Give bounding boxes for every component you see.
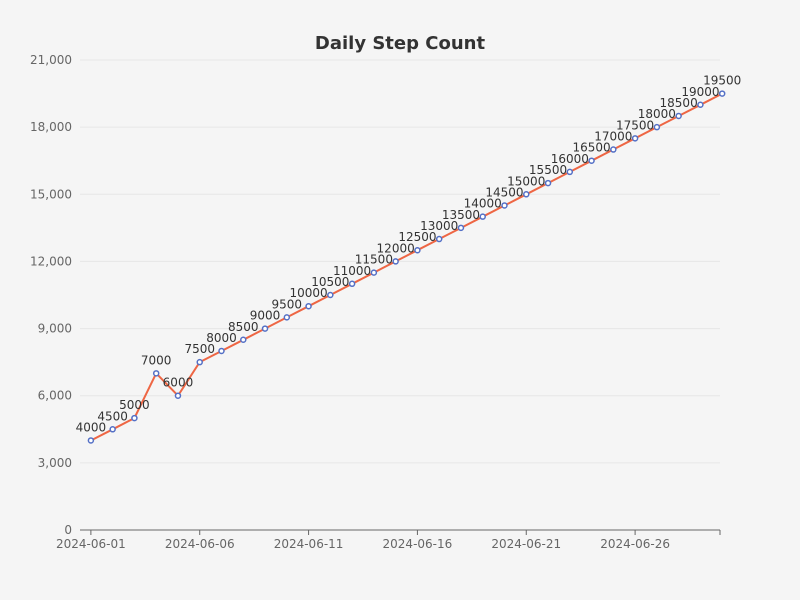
data-label: 19500 [703,74,741,88]
series-line [90,92,723,442]
data-point[interactable] [196,358,203,366]
x-tick-label: 2024-06-21 [491,537,561,551]
data-label: 11000 [333,264,371,278]
data-label: 13000 [420,219,458,233]
data-point[interactable] [566,168,574,176]
data-point[interactable] [697,101,704,109]
y-tick-label: 3,000 [38,456,72,470]
y-tick-label: 6,000 [38,389,72,403]
y-tick-label: 12,000 [30,254,72,268]
data-label: 4000 [76,420,107,434]
data-label: 7500 [184,342,215,356]
data-point[interactable] [653,123,661,131]
data-point[interactable] [370,269,378,276]
data-label: 9500 [272,297,303,311]
x-tick-label: 2024-06-26 [600,537,670,551]
grid-lines [80,59,720,464]
data-point[interactable] [588,157,595,164]
data-point[interactable] [631,135,639,142]
data-point[interactable] [152,370,160,377]
data-point[interactable] [457,224,465,232]
data-label: 4500 [97,409,128,423]
data-label: 14500 [485,185,523,199]
data-label: 15500 [529,163,567,177]
data-label: 8000 [206,331,237,345]
data-label: 17500 [616,118,654,132]
y-axis-ticks: 0 3,000 6,000 9,000 12,000 15,000 18,000 21,000 [30,53,72,537]
data-point[interactable] [501,202,508,209]
data-point[interactable] [392,258,399,265]
x-tick-label: 2024-06-11 [274,537,344,551]
data-point[interactable] [131,414,138,422]
data-point[interactable] [610,146,617,153]
data-label: 11500 [355,253,393,267]
data-label: 17000 [594,130,632,144]
axes [80,529,721,535]
data-label: 12000 [377,241,415,255]
y-tick-label: 18,000 [30,120,72,134]
data-point[interactable] [435,235,443,243]
data-label: 19000 [681,85,719,99]
data-point[interactable] [261,325,269,332]
y-tick-label: 0 [64,523,72,537]
x-tick-label: 2024-06-16 [383,537,453,551]
data-label: 15000 [507,174,545,188]
data-point[interactable] [414,246,421,254]
x-axis-ticks: 2024-06-01 2024-06-06 2024-06-11 2024-06-16… [56,530,670,551]
data-point[interactable] [305,302,312,310]
data-point[interactable] [174,392,182,399]
data-label: 16500 [572,141,610,155]
data-label: 10500 [311,275,349,289]
data-label: 18000 [638,107,676,121]
data-point[interactable] [718,90,726,97]
data-label: 5000 [119,398,150,412]
data-point[interactable] [523,191,530,198]
data-point[interactable] [479,213,486,220]
data-point[interactable] [544,179,552,187]
data-point[interactable] [348,280,356,288]
data-label: 18500 [660,96,698,110]
data-point[interactable] [87,437,95,444]
data-point[interactable] [675,112,682,120]
data-label: 13500 [442,208,480,222]
data-point[interactable] [240,336,247,344]
data-label: 10000 [289,286,327,300]
data-label: 8500 [228,320,259,334]
x-tick-label: 2024-06-06 [165,537,235,551]
data-label: 6000 [163,376,194,390]
data-point[interactable] [218,347,225,355]
data-label: 7000 [141,353,172,367]
y-tick-label: 21,000 [30,53,72,67]
data-label: 9000 [250,309,281,323]
y-tick-label: 15,000 [30,187,72,201]
y-tick-label: 9,000 [38,322,72,336]
chart-title: Daily Step Count [315,33,486,54]
data-label: 14000 [464,197,502,211]
data-label: 16000 [551,152,589,166]
data-point[interactable] [283,314,291,321]
data-point[interactable] [109,426,116,433]
data-point[interactable] [327,291,334,299]
data-label: 12500 [398,230,436,244]
x-tick-label: 2024-06-01 [56,537,126,551]
series-steps [87,90,726,444]
